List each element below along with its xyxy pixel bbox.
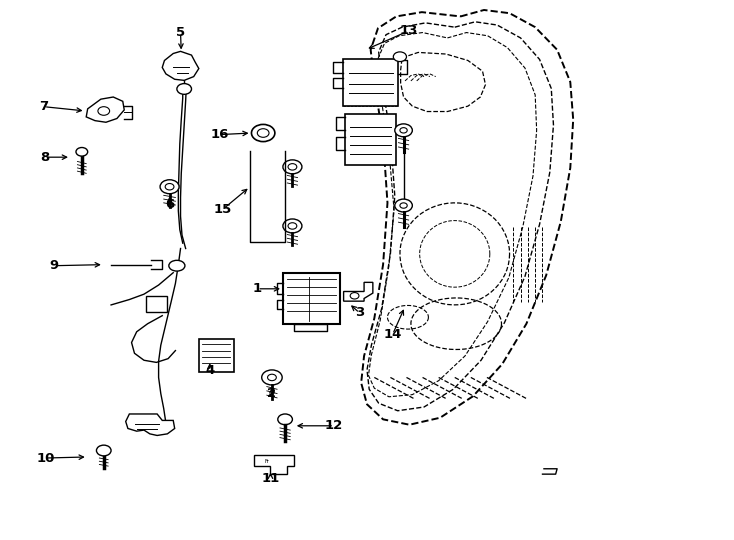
Text: 3: 3 (355, 307, 364, 320)
Circle shape (177, 84, 192, 94)
Text: 16: 16 (210, 128, 228, 141)
Circle shape (160, 180, 179, 194)
Circle shape (395, 199, 413, 212)
Text: 7: 7 (39, 100, 48, 113)
Circle shape (288, 164, 297, 170)
Text: Fr: Fr (265, 460, 269, 464)
Text: 9: 9 (49, 259, 59, 272)
Circle shape (400, 127, 407, 133)
Polygon shape (126, 414, 175, 435)
Text: 5: 5 (176, 26, 185, 39)
Circle shape (393, 52, 407, 62)
Text: 8: 8 (40, 151, 50, 164)
Text: 13: 13 (399, 24, 418, 37)
Text: 12: 12 (325, 419, 344, 433)
Text: 15: 15 (213, 204, 231, 217)
Ellipse shape (169, 260, 185, 271)
Circle shape (252, 124, 275, 141)
Circle shape (96, 445, 111, 456)
Circle shape (350, 293, 359, 299)
Polygon shape (86, 97, 124, 122)
Text: 4: 4 (206, 364, 214, 377)
Text: 14: 14 (383, 328, 401, 341)
FancyBboxPatch shape (199, 339, 234, 372)
FancyBboxPatch shape (343, 59, 398, 106)
Circle shape (258, 129, 269, 137)
Circle shape (277, 414, 292, 425)
Circle shape (76, 147, 87, 156)
FancyBboxPatch shape (146, 296, 167, 312)
Polygon shape (344, 282, 373, 301)
Circle shape (400, 203, 407, 208)
Text: 6: 6 (165, 198, 174, 211)
Text: 1: 1 (252, 282, 262, 295)
Circle shape (283, 219, 302, 233)
Circle shape (395, 124, 413, 137)
FancyBboxPatch shape (345, 114, 396, 165)
Circle shape (283, 160, 302, 174)
Circle shape (262, 370, 282, 385)
Polygon shape (162, 51, 199, 80)
Text: 11: 11 (261, 472, 280, 485)
Text: 10: 10 (36, 451, 54, 464)
Text: 2: 2 (267, 387, 277, 400)
Polygon shape (254, 455, 294, 474)
FancyBboxPatch shape (283, 273, 340, 323)
Circle shape (165, 184, 174, 190)
Circle shape (98, 107, 109, 115)
Circle shape (268, 374, 276, 381)
Circle shape (288, 222, 297, 229)
